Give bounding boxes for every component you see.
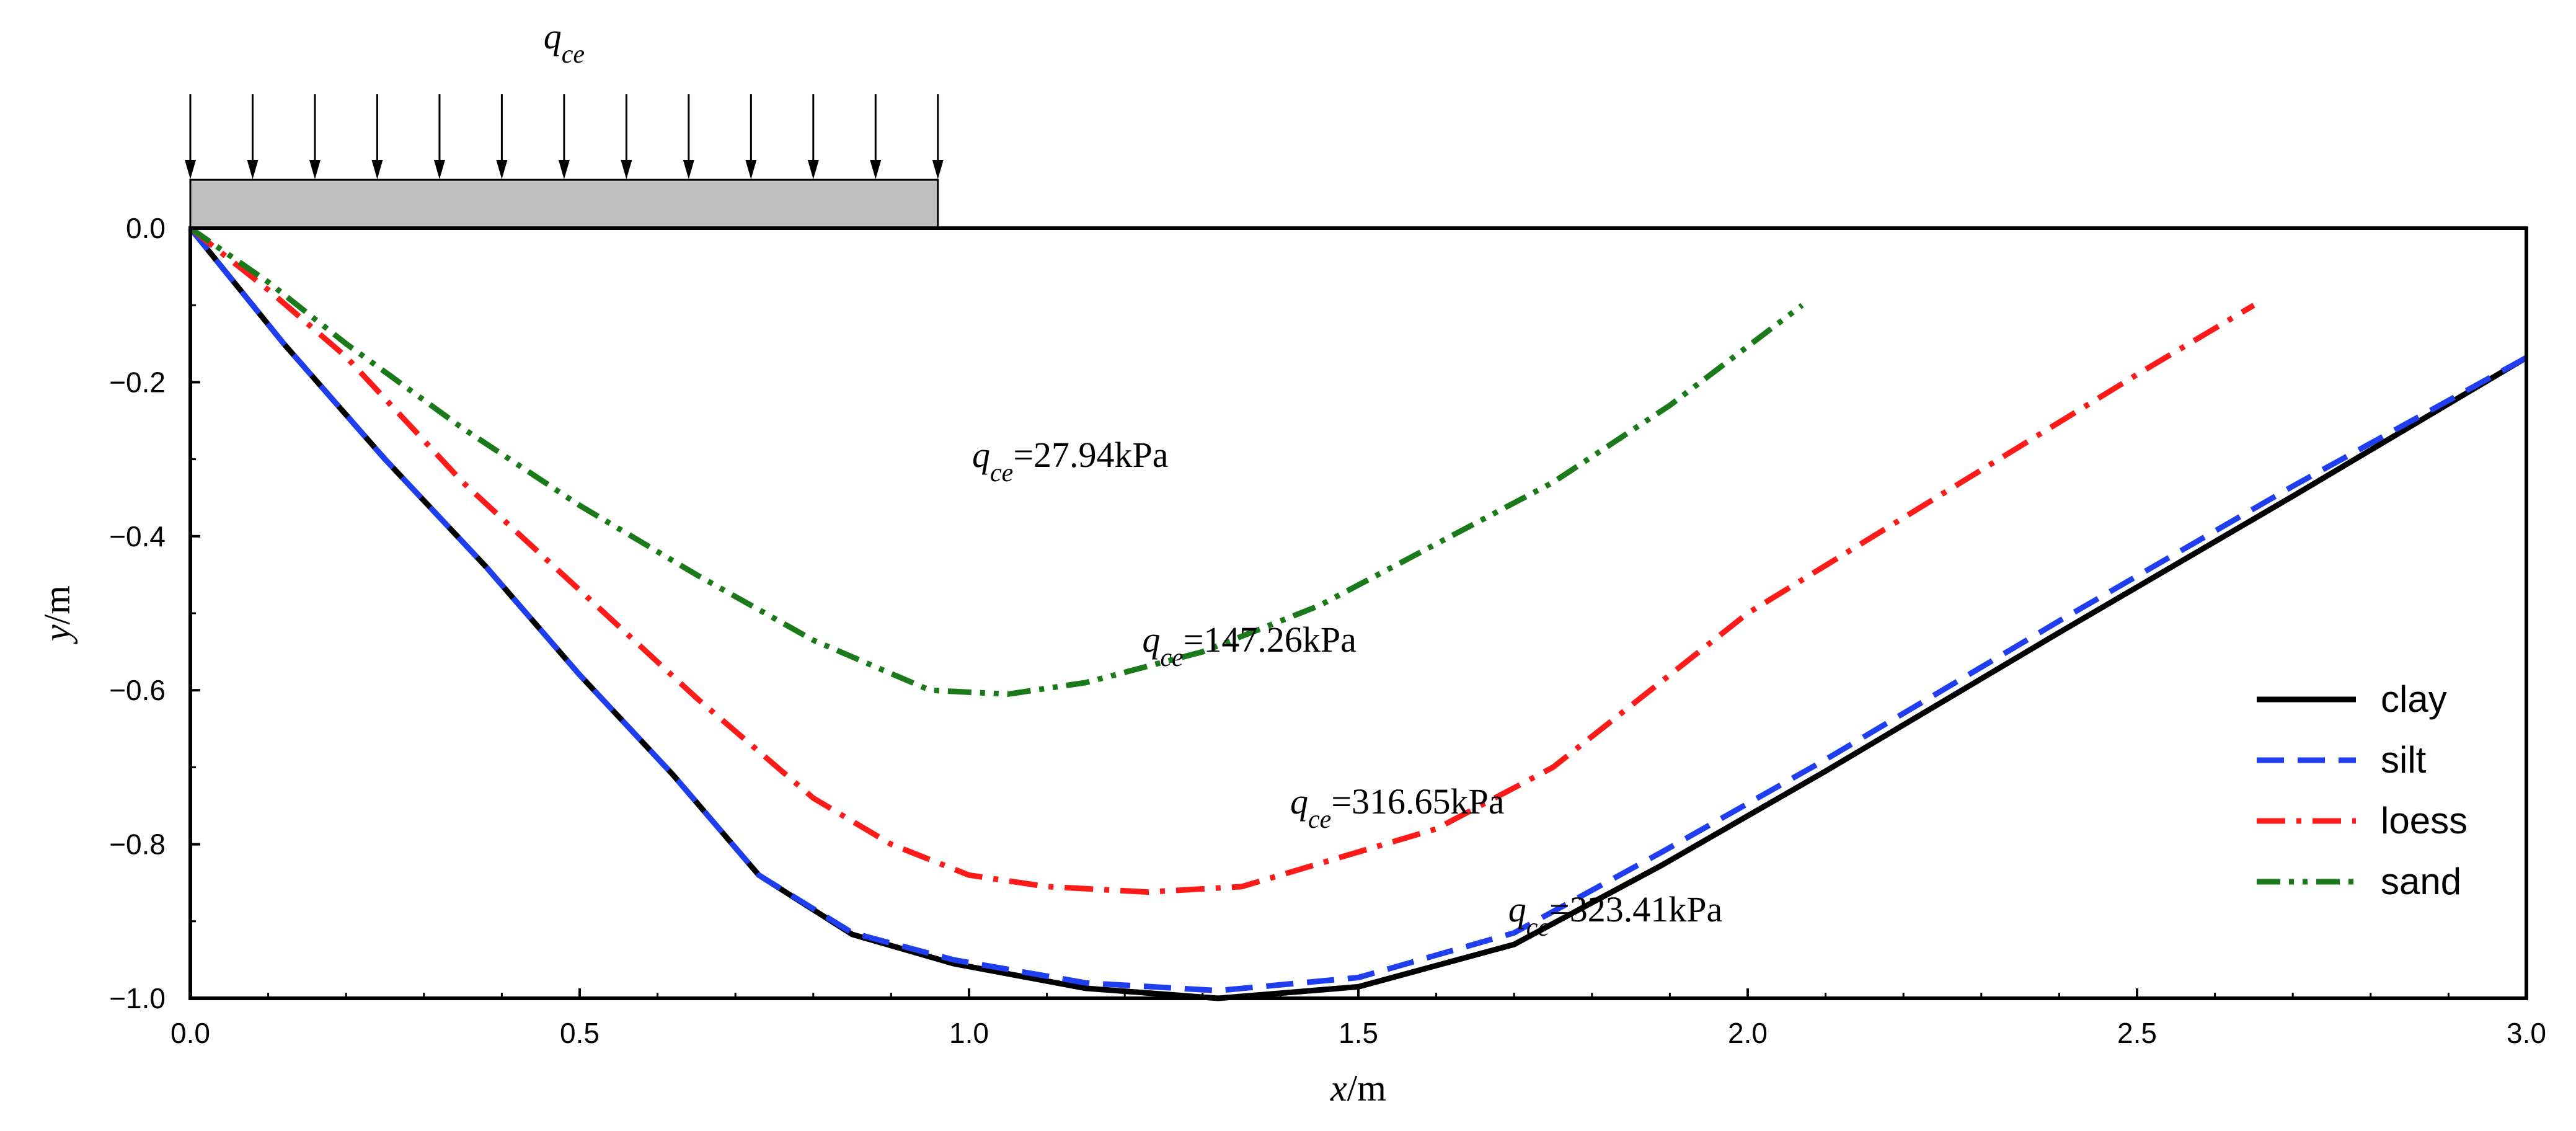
series-line-sand	[188, 226, 1804, 697]
annotation-value: =147.26kPa	[1184, 619, 1357, 660]
load-arrow-head	[371, 160, 383, 179]
annotation-symbol: q	[1290, 781, 1308, 822]
load-group	[185, 94, 944, 179]
annotation-symbol: q	[1142, 619, 1160, 660]
legend-label-sand: sand	[2381, 861, 2461, 902]
load-symbol-sub: ce	[562, 40, 585, 69]
x-tick-label: 2.0	[1728, 1017, 1768, 1049]
annotation-subscript: ce	[1526, 913, 1549, 942]
x-axis-unit: /m	[1347, 1068, 1386, 1109]
load-arrow-head	[870, 160, 882, 179]
y-axis-ticks: 0.0 −0.2 −0.4 −0.6 −0.8 −1.0	[109, 212, 200, 1014]
series-line-silt	[188, 226, 2528, 994]
load-arrow-head	[496, 160, 508, 179]
annotations: qce=27.94kPaqce=147.26kPaqce=316.65kPaqc…	[972, 435, 1722, 942]
x-tick-label: 0.5	[560, 1017, 600, 1049]
x-tick-label: 2.5	[2117, 1017, 2157, 1049]
annotation-silt: qce=316.65kPa	[1290, 781, 1505, 834]
y-tick-label: −0.2	[109, 366, 166, 398]
annotation-loess: qce=147.26kPa	[1142, 619, 1357, 672]
load-arrow-head	[807, 160, 819, 179]
annotation-symbol: q	[972, 435, 990, 475]
annotation-symbol: q	[1508, 889, 1526, 929]
load-arrow-head	[621, 160, 632, 179]
y-tick-label: −0.4	[109, 520, 166, 552]
legend: clay silt loess sand	[2257, 678, 2468, 902]
legend-label-clay: clay	[2381, 678, 2447, 720]
x-tick-label: 3.0	[2507, 1017, 2546, 1049]
x-axis-var: x	[1330, 1068, 1347, 1109]
load-arrow-head	[745, 160, 757, 179]
y-axis-title: y/m	[37, 585, 77, 645]
footing-block	[189, 179, 939, 229]
load-symbol: qce	[544, 16, 585, 69]
load-arrow-head	[185, 160, 196, 179]
y-tick-label: −0.6	[109, 674, 166, 706]
annotation-value: =27.94kPa	[1013, 435, 1168, 475]
load-arrow-head	[309, 160, 321, 179]
y-axis-unit: /m	[37, 585, 77, 624]
annotation-subscript: ce	[990, 459, 1013, 487]
y-tick-label: −1.0	[109, 982, 166, 1014]
load-arrow-head	[558, 160, 570, 179]
annotation-value: =323.41kPa	[1549, 889, 1722, 929]
load-arrow-head	[433, 160, 445, 179]
legend-label-loess: loess	[2381, 800, 2468, 841]
x-tick-label: 1.5	[1339, 1017, 1378, 1049]
x-tick-label: 1.0	[949, 1017, 989, 1049]
series-group	[188, 226, 2528, 1001]
annotation-subscript: ce	[1308, 805, 1331, 834]
legend-label-silt: silt	[2381, 739, 2427, 781]
x-tick-label: 0.0	[170, 1017, 210, 1049]
load-arrow-head	[683, 160, 694, 179]
y-axis-var: y	[37, 624, 77, 645]
annotation-value: =316.65kPa	[1331, 781, 1504, 822]
y-tick-label: −0.8	[109, 828, 166, 861]
load-arrow-head	[247, 160, 259, 179]
load-symbol-main: q	[544, 16, 562, 56]
x-axis-ticks: 0.0 0.5 1.0 1.5 2.0 2.5 3.0	[170, 988, 2546, 1049]
annotation-subscript: ce	[1160, 644, 1183, 672]
annotation-clay: qce=323.41kPa	[1508, 889, 1723, 942]
load-arrow-head	[932, 160, 944, 179]
y-tick-label: 0.0	[126, 212, 166, 244]
annotation-sand: qce=27.94kPa	[972, 435, 1169, 487]
x-axis-title: x/m	[1330, 1068, 1386, 1109]
